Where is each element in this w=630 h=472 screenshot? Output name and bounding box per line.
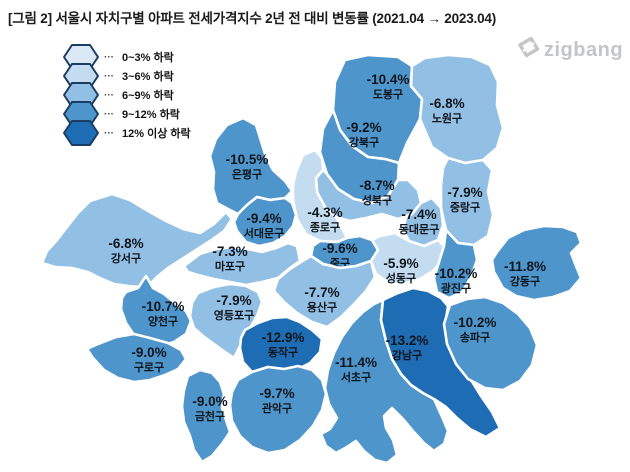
district-name: 성동구 [386,271,416,285]
district-value: -10.2% [454,315,497,330]
district-value: -9.4% [246,211,281,226]
district-name: 마포구 [215,259,245,273]
legend-label: 3~6% 하락 [122,69,174,83]
district-value: -9.2% [346,120,381,135]
zigbang-logo-text: zigbang [544,39,623,61]
district-name: 은평구 [232,167,262,181]
district-name: 강동구 [510,274,540,288]
legend-swatch-hexagon [63,120,99,146]
district-value: -9.0% [131,345,166,360]
district-shape-양천구 [119,274,193,348]
district-value: -12.9% [262,330,305,345]
zigbang-logo: zigbang [518,36,623,61]
district-value: -4.3% [307,205,342,220]
district-name: 종로구 [310,221,340,234]
district-shape-마포구 [182,241,302,287]
district-name: 서초구 [341,370,371,384]
district-value: -7.7% [304,285,339,300]
district-value: -13.2% [386,333,429,348]
district-value: -6.8% [429,96,464,111]
district-shape-종로구 [291,148,349,244]
legend-label: 12% 이상 하락 [122,126,191,140]
district-name: 영등포구 [214,309,254,322]
district-value: -8.7% [359,178,394,193]
figure-title: [그림 2] 서울시 자치구별 아파트 전세가격지수 2년 전 대비 변동률 (… [8,11,497,26]
zigbang-icon [518,36,540,58]
district-shape-동작구 [238,315,324,374]
district-value: -10.7% [142,299,185,314]
district-value: -6.8% [108,236,143,251]
district-name: 강북구 [349,135,379,149]
district-shape-강남구 [379,286,502,439]
legend-connector-dots: ··· [104,71,114,82]
district-value: -7.9% [216,293,251,308]
district-value: -11.8% [504,259,546,274]
district-shape-관악구 [228,364,328,455]
district-value: -9.0% [192,394,227,409]
district-name: 관악구 [262,401,292,415]
district-value: -9.7% [259,386,294,401]
district-name: 용산구 [307,300,337,314]
district-shape-광진구 [432,228,479,300]
district-name: 강남구 [392,348,422,362]
district-name: 송파구 [460,330,490,344]
legend-connector-dots: ··· [104,109,114,120]
legend-label: 9~12% 하락 [122,107,180,121]
district-name: 성북구 [362,193,392,207]
district-name: 동대문구 [399,222,439,236]
district-name: 노원구 [432,111,462,125]
district-shape-송파구 [442,295,539,392]
district-value: -5.9% [383,256,418,271]
legend-connector-dots: ··· [104,90,114,101]
district-value: -10.5% [226,152,269,167]
district-name: 강서구 [111,251,141,265]
zigbang-icon-slash [522,42,535,52]
district-shape-금천구 [180,368,232,464]
legend: ··· 0~3% 하락 ··· 3~6% 하락 ··· 6~9% 하락 ··· 9~12% 하… [63,44,191,146]
district-name: 광진구 [441,281,471,295]
district-value: -10.4% [367,72,410,87]
district-value: -11.4% [335,355,377,370]
district-shape-중랑구 [439,156,495,247]
district-name: 도봉구 [373,88,403,101]
district-shape-강동구 [490,224,583,302]
district-name: 양천구 [148,314,178,328]
legend-connector-dots: ··· [104,128,114,139]
district-name: 구로구 [134,361,164,374]
district-name: 중랑구 [450,201,480,214]
district-shape-용산구 [272,254,377,329]
district-name: 동작구 [268,345,298,359]
district-shape-강서구 [40,192,234,289]
district-shape-서대문구 [232,195,298,248]
legend-label: 0~3% 하락 [122,50,174,64]
district-name: 서대문구 [244,226,284,240]
district-name: 금천구 [195,409,225,423]
district-shape-구로구 [85,332,188,384]
district-value: -7.4% [401,207,436,222]
district-value: -10.2% [435,266,478,281]
legend-connector-dots: ··· [104,52,114,63]
district-value: -7.3% [212,244,247,259]
district-value: -7.9% [447,185,482,200]
district-shape-노원구 [409,53,505,165]
district-value: -9.6% [322,241,357,256]
districts-layer: -10.4%도봉구-6.8%노원구-9.2%강북구-10.5%은평구-8.7%성… [40,53,583,465]
legend-label: 6~9% 하락 [122,88,174,102]
